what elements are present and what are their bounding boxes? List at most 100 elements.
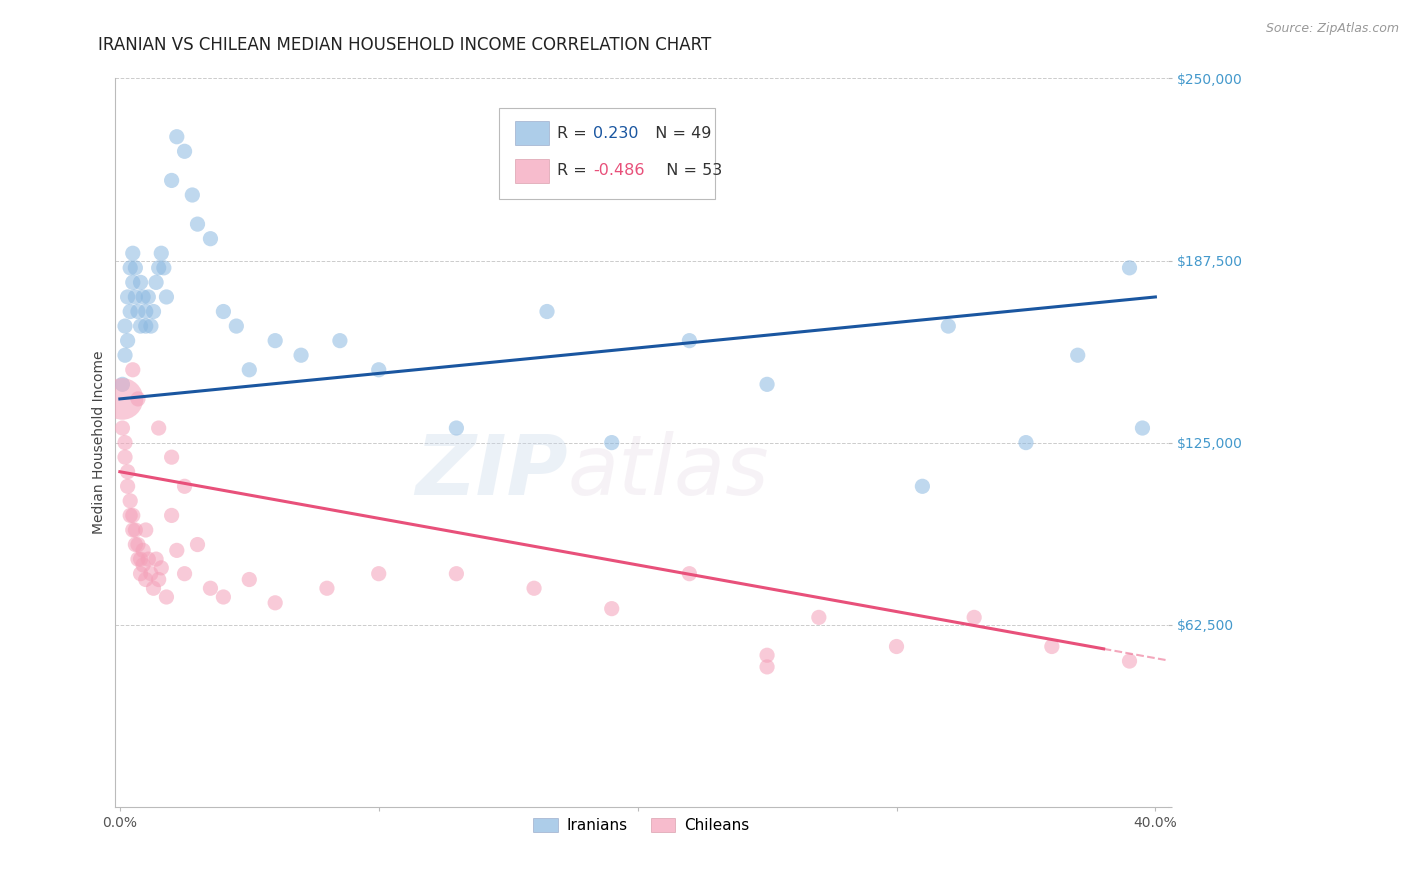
Point <box>153 260 176 275</box>
Point <box>142 581 165 595</box>
Point <box>121 523 143 537</box>
Point <box>367 363 389 377</box>
Point <box>155 590 177 604</box>
FancyBboxPatch shape <box>515 160 548 183</box>
Point <box>678 566 700 581</box>
Point <box>117 290 139 304</box>
Point <box>148 573 170 587</box>
Point <box>114 348 136 362</box>
Point <box>160 508 183 523</box>
Point <box>145 276 167 290</box>
FancyBboxPatch shape <box>499 108 716 199</box>
Point <box>127 304 149 318</box>
Point <box>111 392 134 406</box>
Point <box>1132 421 1154 435</box>
Point <box>160 450 183 465</box>
Point <box>117 479 139 493</box>
Point <box>886 640 908 654</box>
Point <box>173 566 195 581</box>
Point <box>114 450 136 465</box>
Point <box>120 508 142 523</box>
Text: R =: R = <box>557 126 592 141</box>
Text: N = 49: N = 49 <box>645 126 711 141</box>
Point <box>127 392 149 406</box>
Point <box>238 363 260 377</box>
Point <box>135 573 157 587</box>
Point <box>145 552 167 566</box>
Point <box>678 334 700 348</box>
Point <box>173 479 195 493</box>
Point <box>316 581 339 595</box>
Point <box>121 276 143 290</box>
Point <box>186 217 208 231</box>
Point <box>200 581 222 595</box>
Point <box>166 129 188 144</box>
Point <box>756 660 779 674</box>
Point <box>120 304 142 318</box>
Point <box>117 465 139 479</box>
Point <box>142 304 165 318</box>
Point <box>136 290 159 304</box>
Text: atlas: atlas <box>568 431 769 512</box>
Point <box>290 348 312 362</box>
Point <box>139 319 162 334</box>
Point <box>148 421 170 435</box>
Point <box>1118 654 1140 668</box>
Legend: Iranians, Chileans: Iranians, Chileans <box>527 812 756 839</box>
Point <box>150 246 173 260</box>
Point <box>756 648 779 663</box>
Point <box>160 173 183 187</box>
Point <box>132 290 155 304</box>
Point <box>212 304 235 318</box>
Point <box>329 334 352 348</box>
Point <box>121 508 143 523</box>
Point <box>150 561 173 575</box>
Point <box>139 566 162 581</box>
Point <box>911 479 934 493</box>
Point <box>225 319 247 334</box>
Point <box>186 537 208 551</box>
Point <box>124 260 146 275</box>
Point <box>127 552 149 566</box>
Point <box>200 232 222 246</box>
Point <box>124 523 146 537</box>
Y-axis label: Median Household Income: Median Household Income <box>93 351 107 534</box>
Point <box>807 610 830 624</box>
Point <box>121 363 143 377</box>
Point <box>238 573 260 587</box>
Point <box>536 304 558 318</box>
Text: N = 53: N = 53 <box>657 163 723 178</box>
Point <box>132 558 155 572</box>
Point <box>1067 348 1090 362</box>
FancyBboxPatch shape <box>515 121 548 145</box>
Point <box>135 523 157 537</box>
Point <box>129 276 152 290</box>
Point <box>264 596 287 610</box>
Point <box>120 494 142 508</box>
Point <box>181 188 204 202</box>
Text: 0.230: 0.230 <box>593 126 638 141</box>
Point <box>121 246 143 260</box>
Point <box>173 145 195 159</box>
Point <box>155 290 177 304</box>
Point <box>135 304 157 318</box>
Point <box>114 435 136 450</box>
Point <box>166 543 188 558</box>
Point <box>264 334 287 348</box>
Point <box>129 566 152 581</box>
Point <box>1118 260 1140 275</box>
Point <box>114 319 136 334</box>
Text: ZIP: ZIP <box>415 431 568 512</box>
Point <box>124 290 146 304</box>
Point <box>936 319 959 334</box>
Point <box>446 421 468 435</box>
Text: IRANIAN VS CHILEAN MEDIAN HOUSEHOLD INCOME CORRELATION CHART: IRANIAN VS CHILEAN MEDIAN HOUSEHOLD INCO… <box>98 36 711 54</box>
Point <box>120 260 142 275</box>
Text: R =: R = <box>557 163 592 178</box>
Point <box>136 552 159 566</box>
Point <box>117 334 139 348</box>
Point <box>127 537 149 551</box>
Point <box>446 566 468 581</box>
Text: Source: ZipAtlas.com: Source: ZipAtlas.com <box>1265 22 1399 36</box>
Point <box>367 566 389 581</box>
